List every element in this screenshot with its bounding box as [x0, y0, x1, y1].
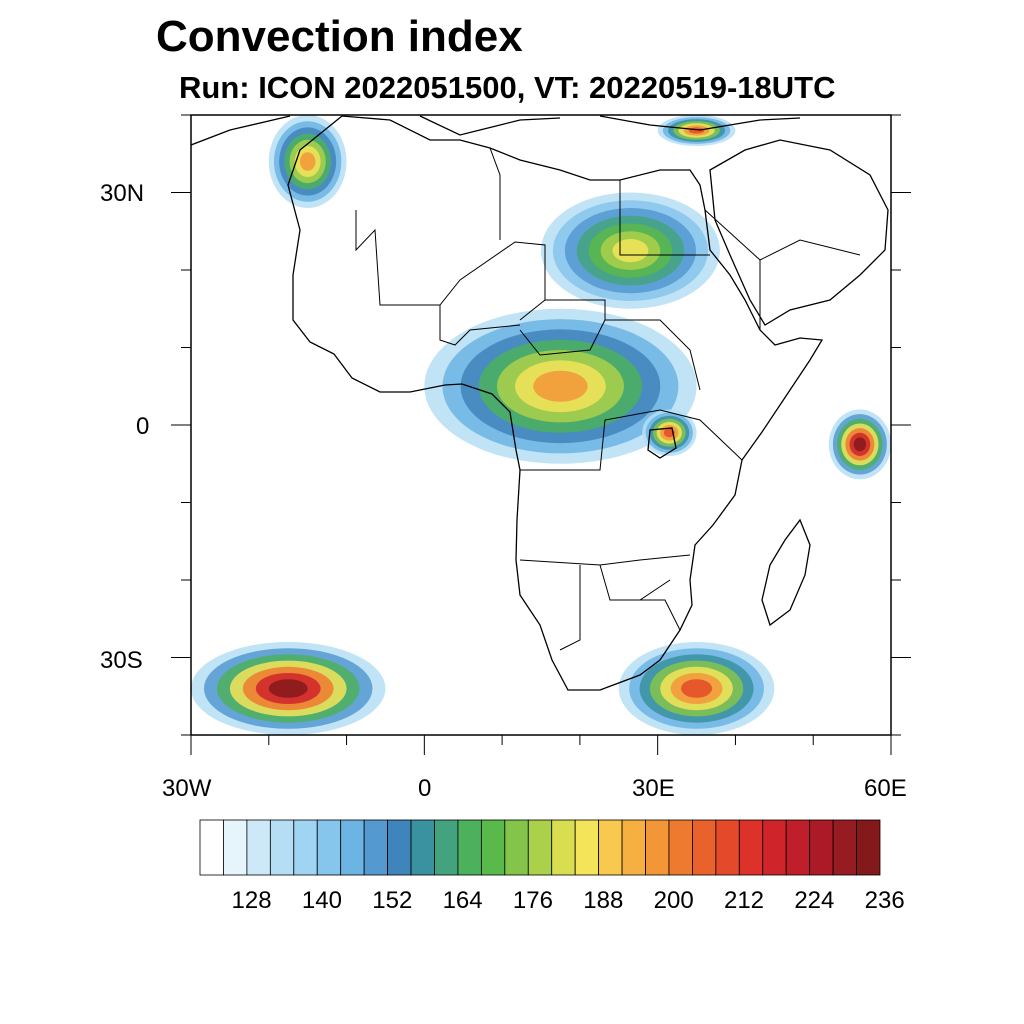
colorbar-swatch: [785, 819, 811, 876]
colorbar-swatch: [692, 819, 717, 876]
colorbar-swatch: [598, 819, 623, 876]
country-borders: [355, 147, 861, 651]
colorbar-swatch: [410, 819, 435, 876]
colorbar-label: 224: [794, 887, 835, 914]
colorbar-label: 176: [512, 887, 553, 914]
lat-label-30n: 30N: [100, 180, 145, 207]
colorbar-label: 164: [442, 887, 483, 914]
field-contour: [688, 127, 705, 134]
colorbar: [199, 819, 881, 876]
colorbar-label: 188: [583, 887, 624, 914]
colorbar-swatch: [363, 819, 388, 876]
colorbar-swatch: [668, 819, 693, 876]
colorbar-swatch: [621, 819, 646, 876]
colorbar-swatch: [340, 819, 365, 876]
field-region-5: [268, 115, 347, 208]
colorbar-swatch: [223, 819, 248, 876]
field-contour: [299, 152, 316, 171]
colorbar-swatch: [199, 819, 224, 876]
field-contour: [268, 679, 308, 698]
field-region-2: [642, 409, 697, 456]
coastlines: [191, 115, 889, 691]
colorbar-swatch: [762, 819, 787, 876]
lat-label-30s: 30S: [100, 647, 143, 674]
colorbar-swatch: [551, 819, 576, 876]
colorbar-swatch: [832, 819, 857, 876]
colorbar-swatch: [715, 819, 740, 876]
africa-coastline: [287, 115, 824, 691]
lon-label-0: 0: [418, 775, 432, 802]
colorbar-label: 212: [723, 887, 765, 914]
field-contour: [533, 370, 588, 402]
colorbar-swatch: [809, 819, 834, 876]
arabia-coastline: [709, 139, 889, 326]
colorbar-label: 200: [653, 887, 694, 914]
colorbar-swatch: [434, 819, 459, 876]
madagascar: [761, 518, 811, 627]
chart-title: Convection index: [156, 12, 523, 61]
field-region-3: [541, 192, 720, 309]
axis-ticks: [171, 114, 911, 755]
colorbar-swatch: [269, 819, 295, 876]
field-region-0: [191, 642, 386, 735]
colorbar-swatch: [574, 819, 600, 876]
colorbar-swatch: [457, 819, 482, 876]
europe-coastline: [191, 115, 801, 146]
colorbar-swatch: [387, 819, 412, 876]
colorbar-swatch: [527, 819, 553, 876]
lon-label-60e: 60E: [864, 775, 907, 802]
colorbar-swatch: [645, 819, 670, 876]
field-region-7: [618, 642, 775, 735]
colorbar-swatch: [246, 819, 271, 876]
field-region-1: [424, 308, 697, 464]
colorbar-swatch: [316, 819, 342, 876]
colorbar-swatch: [504, 819, 529, 876]
colorbar-swatch: [856, 819, 881, 876]
lake-victoria: [647, 427, 677, 459]
colorbar-label: 236: [864, 887, 905, 914]
field-contour: [612, 239, 649, 263]
field-region-4: [828, 409, 891, 480]
chart-subtitle: Run: ICON 2022051500, VT: 20220519-18UTC: [179, 70, 836, 105]
field-contour: [681, 679, 713, 698]
colorbar-label: 140: [301, 887, 342, 914]
colorbar-label: 152: [372, 887, 413, 914]
lat-label-0: 0: [136, 413, 150, 440]
colorbar-label: 128: [231, 887, 272, 914]
colorbar-swatch: [738, 819, 764, 876]
lon-label-30e: 30E: [632, 775, 675, 802]
lon-label-30w: 30W: [162, 775, 212, 802]
field-region-6: [657, 115, 736, 146]
convection-field: [191, 115, 891, 735]
field-contour: [853, 437, 867, 452]
colorbar-swatch: [293, 819, 318, 876]
colorbar-swatch: [480, 819, 506, 876]
